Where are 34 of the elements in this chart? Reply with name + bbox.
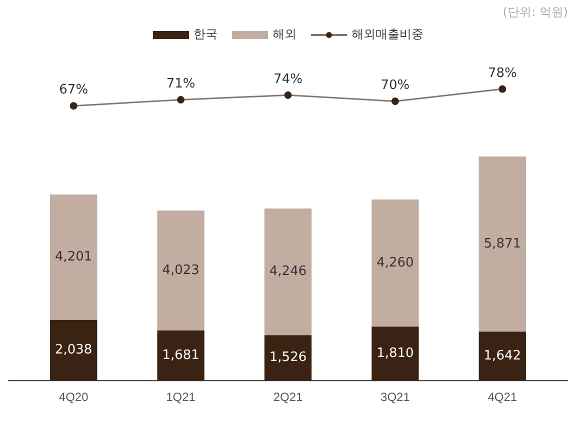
- bar: [264, 335, 312, 381]
- text: (단위: 억원): [502, 4, 568, 21]
- bar: [478, 156, 526, 332]
- legend-label: 해외: [272, 26, 296, 43]
- data-label: 1,810: [376, 346, 414, 361]
- data-label: 71%: [166, 76, 196, 92]
- data-label: 5,871: [484, 236, 522, 252]
- bar: [264, 208, 312, 336]
- bar: [372, 326, 419, 381]
- data-label: 1,526: [269, 350, 307, 366]
- data-label: 67%: [59, 82, 88, 98]
- bar: [157, 330, 204, 381]
- x-tick-label: 3Q21: [380, 390, 410, 404]
- x-tick-label: 2Q21: [273, 390, 303, 404]
- data-label: 4,260: [376, 255, 414, 270]
- data-label: 4,201: [54, 250, 92, 265]
- bar: [157, 210, 204, 330]
- legend-label: 한국: [194, 26, 218, 43]
- data-label: 1,681: [162, 348, 200, 363]
- bar: [372, 200, 419, 327]
- x-tick-label: 4Q20: [58, 390, 89, 404]
- data-label: 74%: [274, 72, 302, 88]
- data-label: 78%: [488, 66, 517, 81]
- bar: [478, 332, 526, 381]
- data-label: 2,038: [54, 342, 92, 358]
- x-tick-label: 1Q21: [166, 390, 196, 404]
- legend-label: 해외매출비중: [352, 26, 424, 43]
- bar: [50, 194, 98, 320]
- data-label: 70%: [380, 78, 410, 94]
- data-label: 1,642: [484, 348, 522, 364]
- x-tick-label: 4Q21: [488, 390, 518, 404]
- data-label: 4,023: [162, 262, 200, 278]
- bar: [50, 320, 98, 381]
- data-label: 4,246: [269, 264, 307, 280]
